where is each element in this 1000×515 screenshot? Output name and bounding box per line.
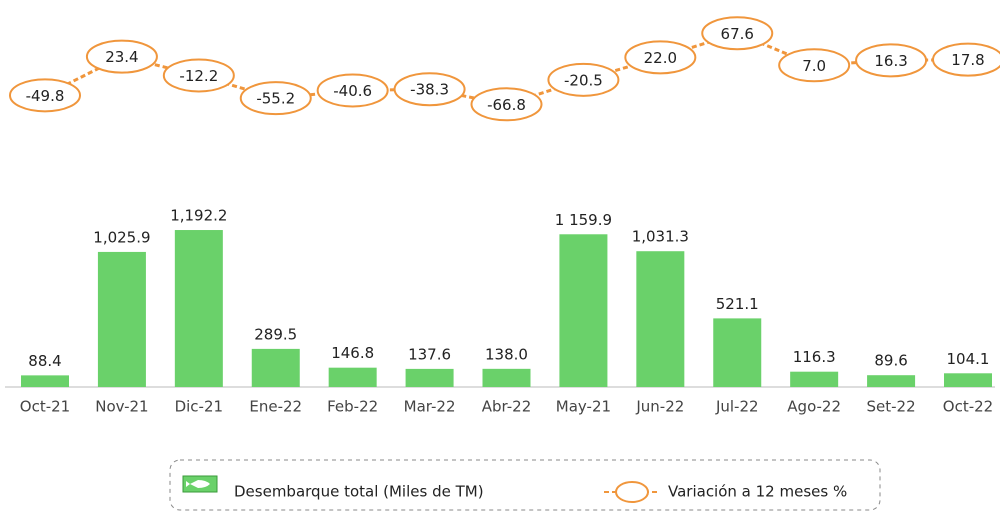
data-label: -38.3 <box>410 81 449 99</box>
point <box>701 16 774 51</box>
data-label: 137.6 <box>408 345 451 363</box>
data-label: 1 159.9 <box>555 211 612 229</box>
data-label: 1,025.9 <box>93 228 150 246</box>
x-tick-label: Dic-21 <box>175 398 223 416</box>
bar <box>790 371 839 387</box>
x-tick-label: Set-22 <box>867 398 916 416</box>
bar <box>174 230 223 387</box>
data-label: 67.6 <box>721 25 754 43</box>
bar <box>944 373 992 387</box>
point <box>85 39 158 74</box>
data-label: 1,031.3 <box>632 228 689 246</box>
data-label: 116.3 <box>793 348 836 366</box>
point <box>470 87 543 122</box>
data-label: 16.3 <box>874 52 907 70</box>
data-label: 88.4 <box>28 352 61 370</box>
data-label: -66.8 <box>487 96 526 114</box>
bar <box>328 367 377 387</box>
x-tick-label: Ene-22 <box>249 398 302 416</box>
bar <box>713 318 762 387</box>
point <box>778 48 851 83</box>
data-label: 89.6 <box>874 352 907 370</box>
bar <box>482 368 531 387</box>
bar <box>251 348 300 387</box>
legend-label: Desembarque total (Miles de TM) <box>234 483 484 501</box>
x-tick-label: Nov-21 <box>95 398 148 416</box>
point <box>547 62 620 97</box>
point <box>393 72 466 107</box>
data-label: 1,192.2 <box>170 207 227 225</box>
x-tick-label: Abr-22 <box>482 398 532 416</box>
data-label: 138.0 <box>485 345 528 363</box>
point <box>162 58 235 93</box>
x-tick-label: Ago-22 <box>787 398 841 416</box>
x-tick-label: Mar-22 <box>404 398 456 416</box>
data-label: 146.8 <box>331 344 374 362</box>
bar <box>559 234 608 387</box>
data-label: -12.2 <box>179 67 218 85</box>
legend-bar-icon <box>182 475 218 493</box>
bar <box>405 368 454 387</box>
x-tick-label: Jul-22 <box>715 398 759 416</box>
bar <box>636 251 685 387</box>
x-tick-label: May-21 <box>556 398 611 416</box>
x-tick-label: Oct-21 <box>20 398 70 416</box>
data-label: -40.6 <box>333 82 372 100</box>
data-label: 23.4 <box>105 48 138 66</box>
data-label: 289.5 <box>254 325 297 343</box>
bar <box>867 375 916 387</box>
legend-line-icon <box>604 481 660 503</box>
data-label: 104.1 <box>947 350 990 368</box>
data-label: 22.0 <box>644 49 677 67</box>
point <box>9 78 81 113</box>
data-label: -55.2 <box>256 90 295 108</box>
data-label: 7.0 <box>802 57 826 75</box>
data-label: -49.8 <box>26 87 65 105</box>
data-label: -20.5 <box>564 71 603 89</box>
bar <box>97 251 146 387</box>
point <box>239 81 312 116</box>
point <box>855 43 928 78</box>
point <box>624 40 697 75</box>
bar <box>21 375 69 387</box>
legend-label: Variación a 12 meses % <box>668 483 847 501</box>
legend-box <box>169 459 881 511</box>
x-tick-label: Jun-22 <box>635 398 684 416</box>
data-label: 521.1 <box>716 295 759 313</box>
point <box>316 73 389 108</box>
data-label: 17.8 <box>951 51 984 69</box>
x-tick-label: Oct-22 <box>943 398 993 416</box>
x-tick-label: Feb-22 <box>327 398 378 416</box>
point <box>932 42 1000 77</box>
